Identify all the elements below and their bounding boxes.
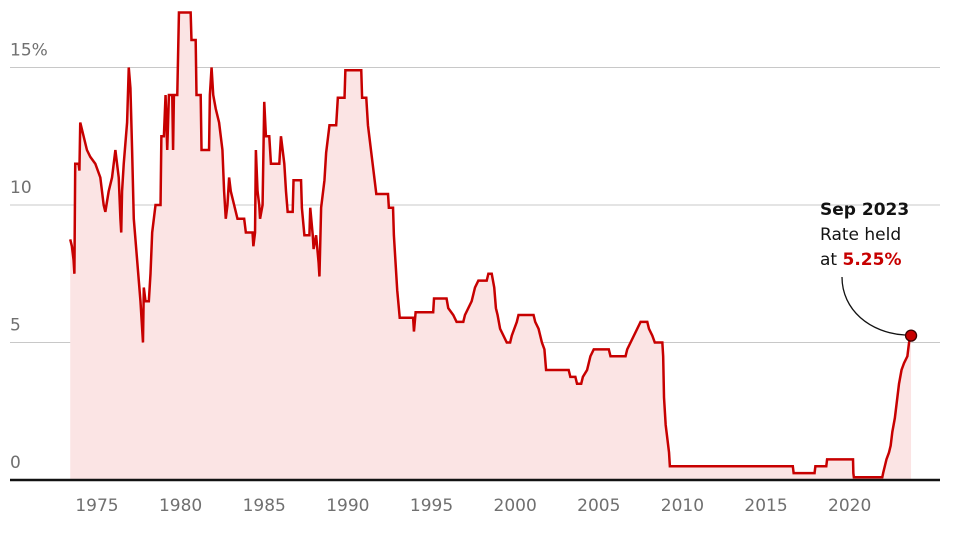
annotation-text: at — [820, 250, 837, 270]
plot — [10, 11, 940, 482]
highlight-point — [904, 329, 918, 342]
annotation-connector — [841, 276, 906, 336]
area — [70, 12, 912, 480]
y-tick-label: 5 — [10, 316, 21, 336]
x-tick-label: 1995 — [410, 496, 453, 516]
annotation-text: at 5.25% — [820, 250, 901, 270]
x-tick-label: 2020 — [828, 496, 871, 516]
x-tick-label: 1985 — [243, 496, 286, 516]
y-tick-label: 15% — [10, 41, 48, 61]
x-tick-label: 1975 — [75, 496, 118, 516]
x-tick-label: 1990 — [326, 496, 369, 516]
annotation-date: Sep 2023 — [820, 200, 909, 220]
annotation-highlight: 5.25% — [843, 250, 902, 270]
x-tick-label: 2010 — [661, 496, 704, 516]
x-tick-label: 1980 — [159, 496, 202, 516]
annotation-text: Rate held — [820, 225, 901, 245]
y-tick-label: 10 — [10, 178, 32, 198]
line — [69, 11, 913, 479]
x-tick-label: 2015 — [744, 496, 787, 516]
y-tick-label: 0 — [10, 453, 21, 473]
x-tick-label: 2005 — [577, 496, 620, 516]
x-tick-label: 2000 — [494, 496, 537, 516]
grid: 0 5 10 15% 1975 1980 1985 1990 1995 2000 2005 2010 2… — [10, 41, 940, 516]
